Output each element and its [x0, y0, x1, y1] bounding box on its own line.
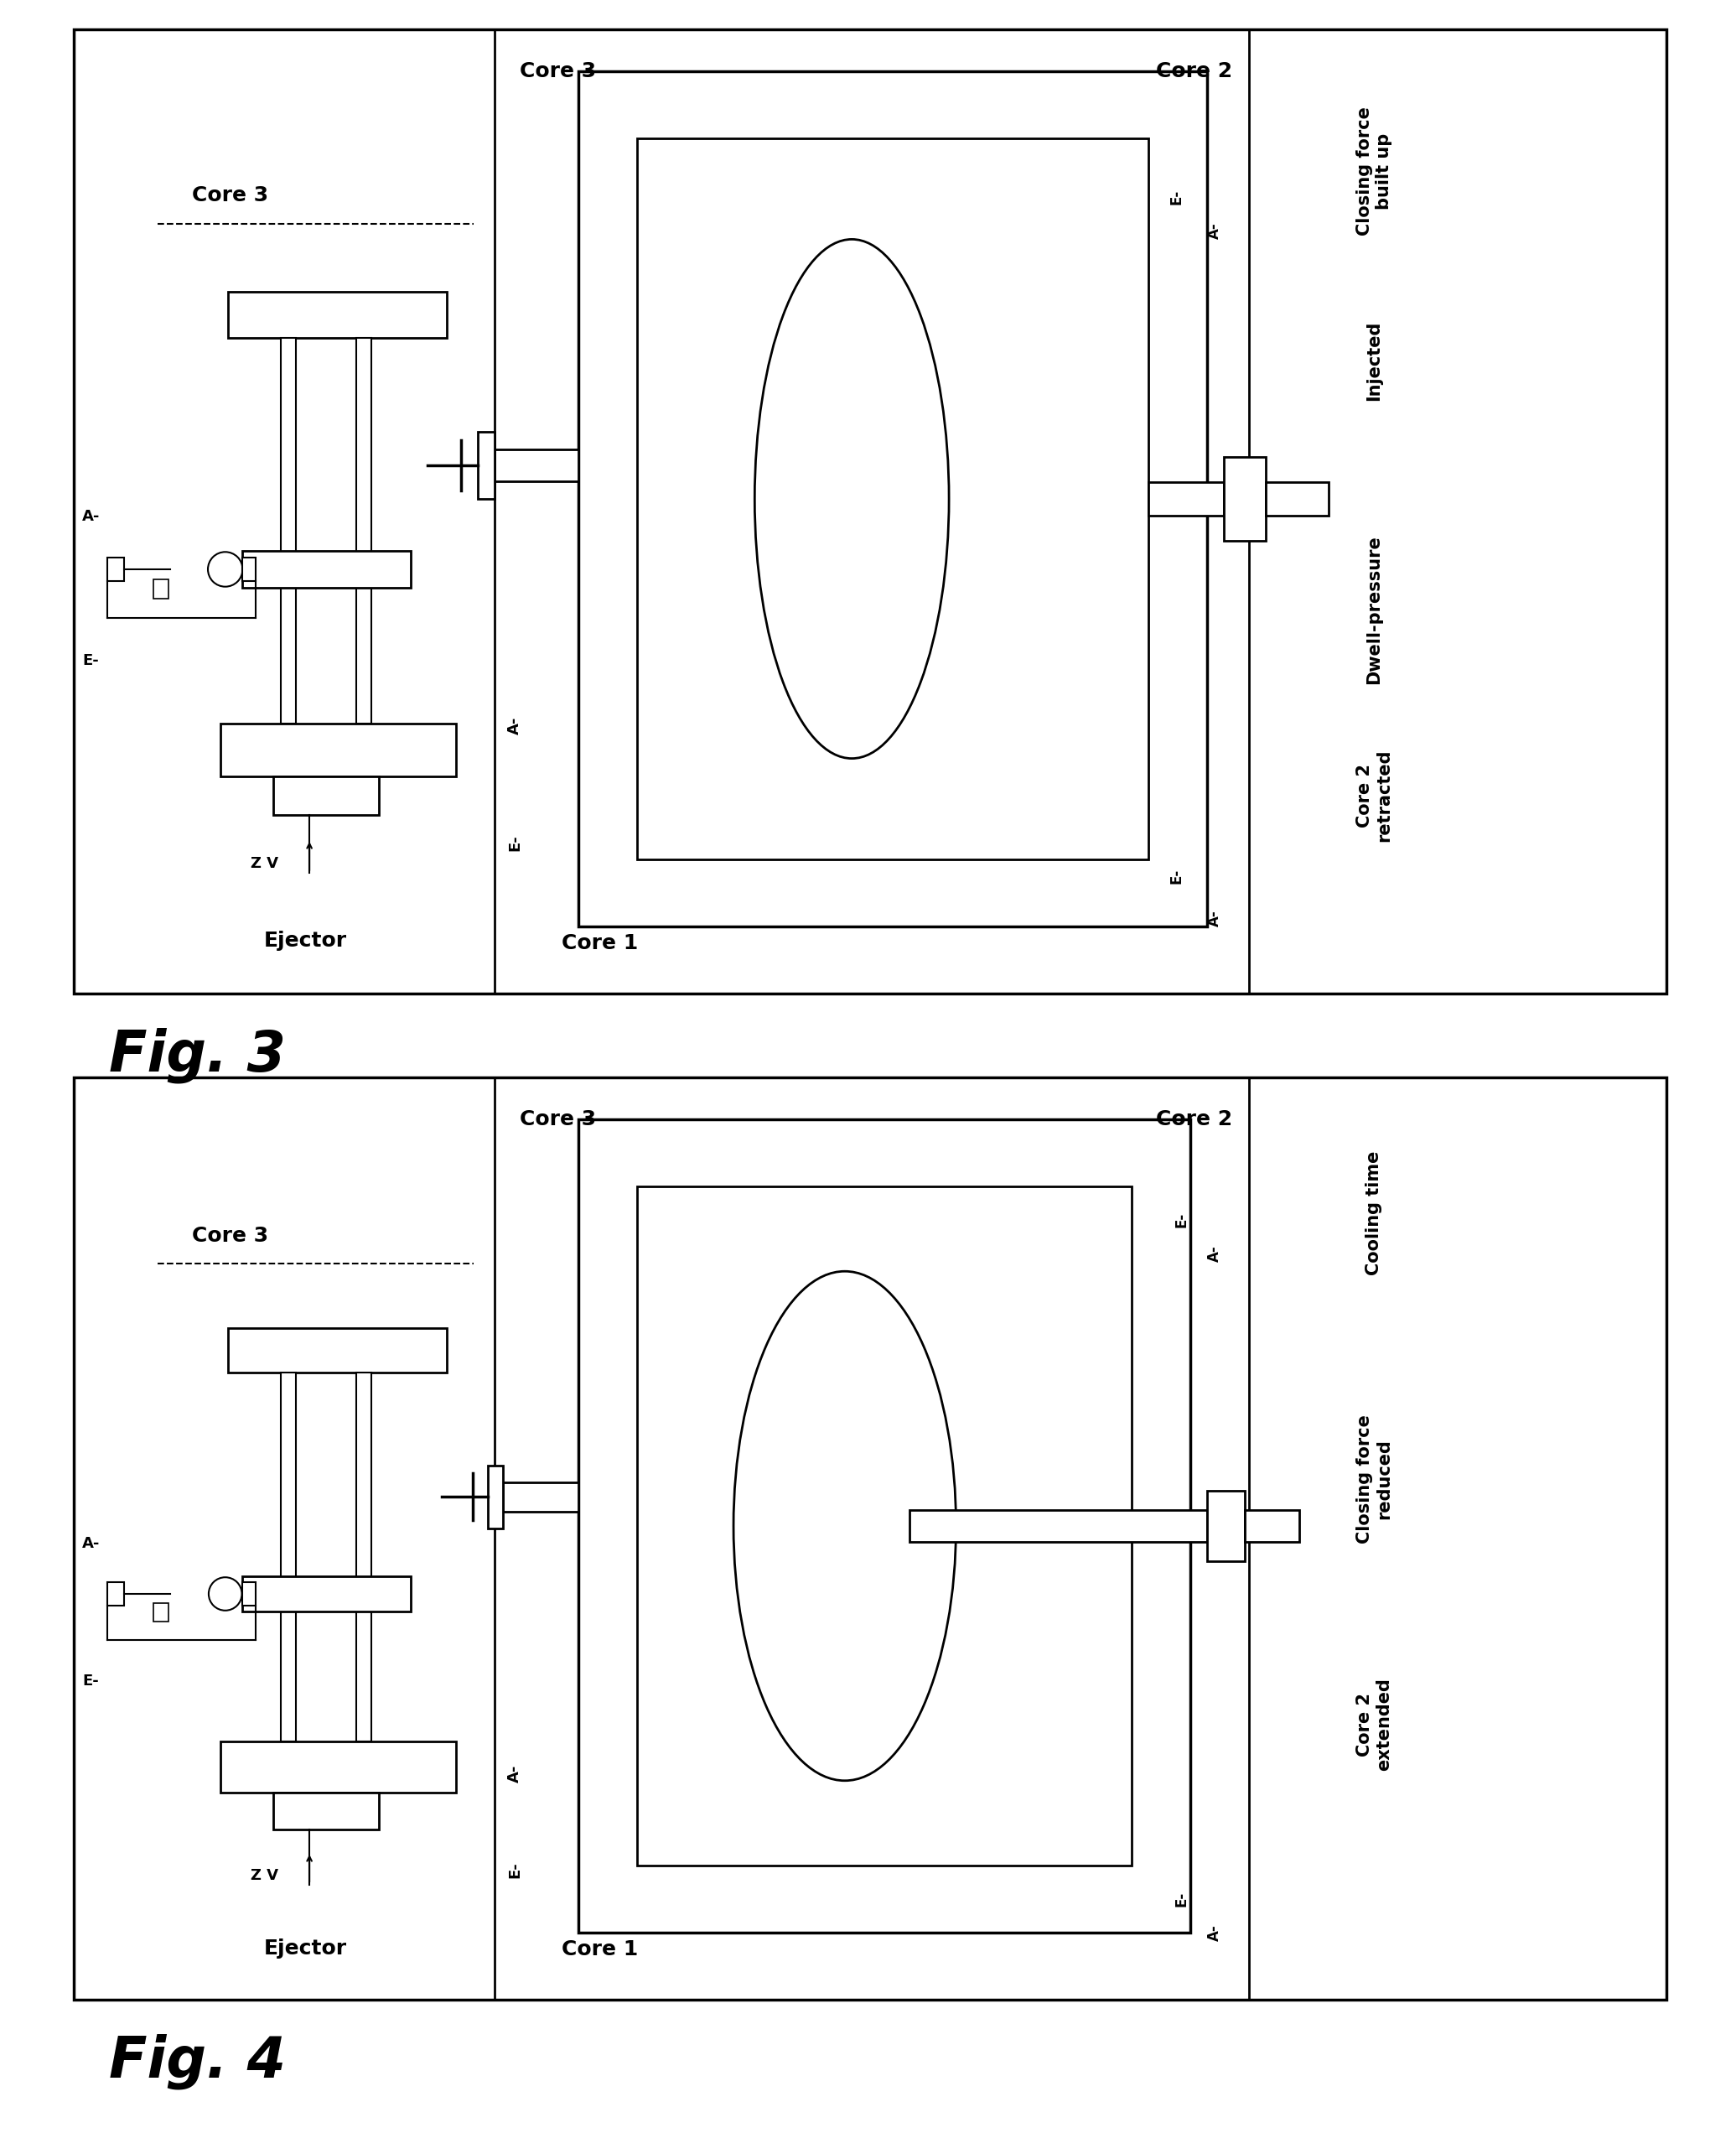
Text: Core 2
extended: Core 2 extended — [1356, 1679, 1392, 1770]
Text: E-: E- — [82, 1674, 99, 1689]
Text: Core 3: Core 3 — [191, 186, 267, 205]
Text: Fig. 3: Fig. 3 — [109, 1028, 286, 1084]
Text: Dwell-pressure: Dwell-pressure — [1366, 535, 1382, 685]
Text: Z V: Z V — [250, 855, 278, 870]
Bar — [495, 450, 578, 482]
Bar — [241, 550, 410, 587]
Bar — [578, 1120, 1191, 1932]
Bar — [220, 1741, 457, 1792]
Bar — [356, 337, 372, 723]
Text: E-: E- — [507, 834, 523, 851]
Bar — [220, 723, 457, 776]
Bar — [241, 1583, 255, 1606]
Bar — [73, 1077, 1667, 2001]
Text: Fig. 4: Fig. 4 — [109, 2033, 286, 2088]
Bar — [243, 557, 257, 582]
Bar — [241, 1576, 410, 1610]
Text: A-: A- — [82, 1536, 101, 1551]
Text: A-: A- — [82, 510, 101, 525]
Bar — [281, 1372, 295, 1741]
Text: A-: A- — [507, 1764, 523, 1783]
Bar — [910, 1510, 1207, 1542]
Text: Closing force
built up: Closing force built up — [1356, 107, 1392, 235]
Text: E-: E- — [1174, 1212, 1189, 1229]
Bar — [488, 1465, 503, 1527]
Bar — [155, 578, 168, 597]
Text: Ejector: Ejector — [264, 930, 347, 951]
Bar — [1245, 1510, 1299, 1542]
Bar — [227, 292, 446, 337]
Bar — [1266, 482, 1328, 516]
Bar — [356, 1372, 372, 1741]
Text: Closing force
reduced: Closing force reduced — [1356, 1414, 1392, 1544]
Text: Core 1: Core 1 — [562, 1939, 639, 1960]
Bar — [1149, 482, 1224, 516]
Text: Cooling time: Cooling time — [1366, 1152, 1382, 1276]
Text: E-: E- — [1170, 190, 1184, 205]
Bar — [274, 1792, 378, 1830]
Text: A-: A- — [1207, 911, 1222, 926]
Text: Core 3: Core 3 — [519, 1109, 595, 1128]
Text: A-: A- — [1207, 1246, 1222, 1263]
Bar — [637, 139, 1149, 860]
Bar — [637, 1186, 1132, 1866]
Text: Ejector: Ejector — [264, 1939, 347, 1958]
Bar — [1224, 456, 1266, 542]
Bar — [503, 1482, 578, 1512]
Text: E-: E- — [1174, 1892, 1189, 1907]
Text: Core 2: Core 2 — [1156, 62, 1233, 81]
Text: E-: E- — [507, 1862, 523, 1877]
Bar — [578, 70, 1207, 926]
Text: Core 2: Core 2 — [1156, 1109, 1233, 1128]
Text: Injected: Injected — [1366, 320, 1382, 401]
Text: Core 1: Core 1 — [562, 934, 639, 953]
Text: Z V: Z V — [250, 1869, 278, 1883]
Bar — [73, 30, 1667, 994]
Text: Core 3: Core 3 — [191, 1226, 267, 1246]
Bar — [274, 776, 378, 815]
Bar — [227, 1329, 446, 1372]
Bar — [281, 337, 295, 723]
Text: A-: A- — [507, 717, 523, 734]
Bar — [108, 1583, 125, 1606]
Bar — [477, 431, 495, 499]
Bar — [108, 557, 125, 582]
Bar — [155, 1604, 168, 1621]
Text: Core 3: Core 3 — [519, 62, 595, 81]
Text: A-: A- — [1207, 1924, 1222, 1941]
Text: Core 2
retracted: Core 2 retracted — [1356, 749, 1392, 843]
Text: E-: E- — [82, 653, 99, 668]
Text: A-: A- — [1207, 222, 1222, 239]
Text: E-: E- — [1170, 868, 1184, 883]
Bar — [1207, 1491, 1245, 1561]
